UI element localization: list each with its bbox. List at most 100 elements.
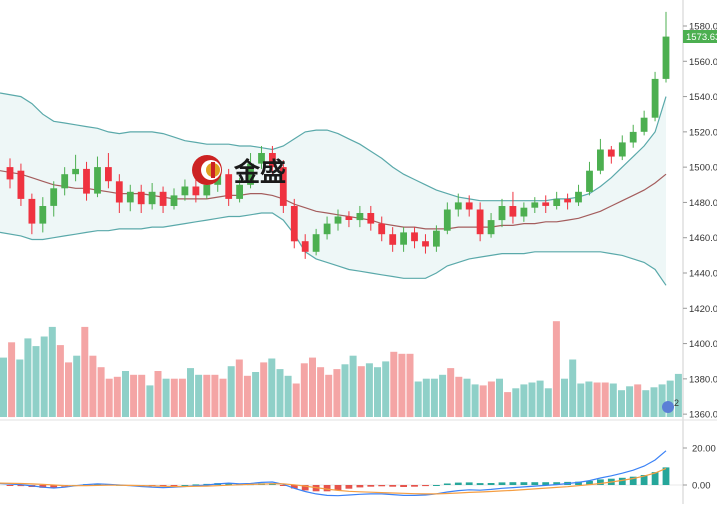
volume-bar[interactable]: [325, 374, 333, 417]
macd-histogram-bar[interactable]: [192, 484, 200, 486]
volume-bar[interactable]: [333, 369, 341, 417]
volume-bar[interactable]: [349, 355, 357, 417]
candle[interactable]: [137, 184, 145, 214]
candle[interactable]: [61, 167, 69, 196]
candle[interactable]: [542, 195, 550, 214]
volume-bar[interactable]: [528, 382, 536, 418]
volume-bar[interactable]: [390, 351, 398, 417]
candle[interactable]: [607, 145, 615, 164]
candle[interactable]: [564, 193, 571, 210]
volume-bar[interactable]: [162, 378, 170, 417]
macd-histogram-bar[interactable]: [509, 482, 517, 485]
volume-bar[interactable]: [260, 362, 268, 417]
volume-bar[interactable]: [536, 380, 544, 417]
volume-bar[interactable]: [48, 326, 56, 417]
candle[interactable]: [72, 154, 79, 182]
macd-histogram-bar[interactable]: [575, 481, 582, 485]
volume-bar[interactable]: [471, 384, 479, 417]
macd-histogram-bar[interactable]: [389, 485, 397, 487]
candle[interactable]: [586, 161, 593, 196]
candle[interactable]: [509, 191, 517, 224]
volume-bar[interactable]: [512, 388, 520, 418]
candle[interactable]: [476, 202, 484, 242]
candle[interactable]: [433, 225, 440, 252]
macd-histogram-bar[interactable]: [597, 479, 604, 485]
volume-bar[interactable]: [658, 384, 666, 417]
volume-bar[interactable]: [89, 355, 97, 417]
candle[interactable]: [531, 197, 539, 214]
candle[interactable]: [126, 184, 134, 212]
candle[interactable]: [50, 181, 58, 217]
volume-bar[interactable]: [496, 378, 503, 417]
volume-bar[interactable]: [187, 368, 194, 417]
volume-bar[interactable]: [24, 338, 32, 417]
macd-histogram-bar[interactable]: [356, 485, 364, 488]
volume-bar[interactable]: [487, 381, 495, 418]
volume-bar[interactable]: [609, 383, 617, 418]
volume-bar[interactable]: [252, 372, 260, 417]
volume-bar[interactable]: [235, 359, 243, 418]
volume-bar[interactable]: [577, 383, 585, 418]
volume-bar[interactable]: [113, 376, 121, 418]
macd-histogram-bar[interactable]: [476, 483, 484, 485]
candle[interactable]: [312, 228, 320, 256]
macd-histogram-bar[interactable]: [400, 485, 407, 487]
macd-histogram-bar[interactable]: [422, 485, 429, 487]
candle[interactable]: [192, 179, 200, 203]
volume-bar[interactable]: [195, 374, 203, 417]
volume-bar[interactable]: [16, 359, 24, 418]
volume-bar[interactable]: [268, 358, 276, 418]
candle[interactable]: [367, 205, 375, 231]
candle[interactable]: [236, 177, 243, 203]
macd-histogram-bar[interactable]: [50, 485, 58, 488]
volume-bar[interactable]: [243, 375, 251, 417]
candle[interactable]: [629, 124, 637, 148]
volume-bar[interactable]: [309, 357, 316, 417]
candle[interactable]: [225, 168, 233, 206]
candle[interactable]: [6, 158, 14, 189]
macd-histogram-bar[interactable]: [345, 485, 353, 489]
candle[interactable]: [170, 188, 178, 210]
macd-histogram-bar[interactable]: [433, 485, 440, 486]
candle[interactable]: [389, 227, 397, 252]
volume-bar[interactable]: [455, 376, 463, 418]
volume-bar[interactable]: [317, 367, 325, 417]
macd-histogram-bar[interactable]: [279, 485, 287, 486]
volume-bar[interactable]: [146, 385, 154, 417]
volume-bar[interactable]: [601, 382, 609, 418]
macd-histogram-bar[interactable]: [170, 485, 178, 486]
macd-histogram-bar[interactable]: [520, 482, 528, 485]
volume-bar[interactable]: [292, 383, 300, 418]
volume-bar[interactable]: [227, 366, 235, 417]
candle[interactable]: [269, 145, 276, 175]
volume-bar[interactable]: [365, 363, 373, 417]
volume-bar[interactable]: [504, 392, 512, 417]
candle[interactable]: [290, 198, 298, 249]
candle[interactable]: [597, 138, 604, 175]
candle[interactable]: [115, 174, 123, 214]
candle[interactable]: [39, 197, 47, 233]
candle[interactable]: [105, 153, 112, 189]
volume-bar[interactable]: [170, 378, 178, 417]
volume-bar[interactable]: [650, 387, 658, 417]
volume-bar[interactable]: [138, 374, 146, 417]
macd-histogram-bar[interactable]: [454, 482, 462, 485]
candle[interactable]: [181, 179, 189, 201]
volume-bar[interactable]: [203, 374, 211, 417]
candle[interactable]: [498, 198, 506, 228]
volume-bar[interactable]: [585, 381, 593, 418]
candle[interactable]: [651, 71, 659, 122]
volume-bar[interactable]: [32, 346, 40, 417]
volume-bar[interactable]: [439, 374, 447, 417]
macd-histogram-bar[interactable]: [443, 483, 451, 486]
macd-histogram-bar[interactable]: [487, 483, 495, 485]
candle[interactable]: [400, 227, 407, 252]
volume-bar[interactable]: [300, 363, 308, 417]
volume-bar[interactable]: [569, 359, 577, 418]
volume-bar[interactable]: [463, 378, 471, 417]
macd-histogram-bar[interactable]: [629, 476, 637, 485]
candle[interactable]: [258, 145, 265, 169]
volume-bar[interactable]: [520, 384, 528, 417]
candle[interactable]: [345, 211, 353, 228]
candle[interactable]: [520, 202, 528, 222]
